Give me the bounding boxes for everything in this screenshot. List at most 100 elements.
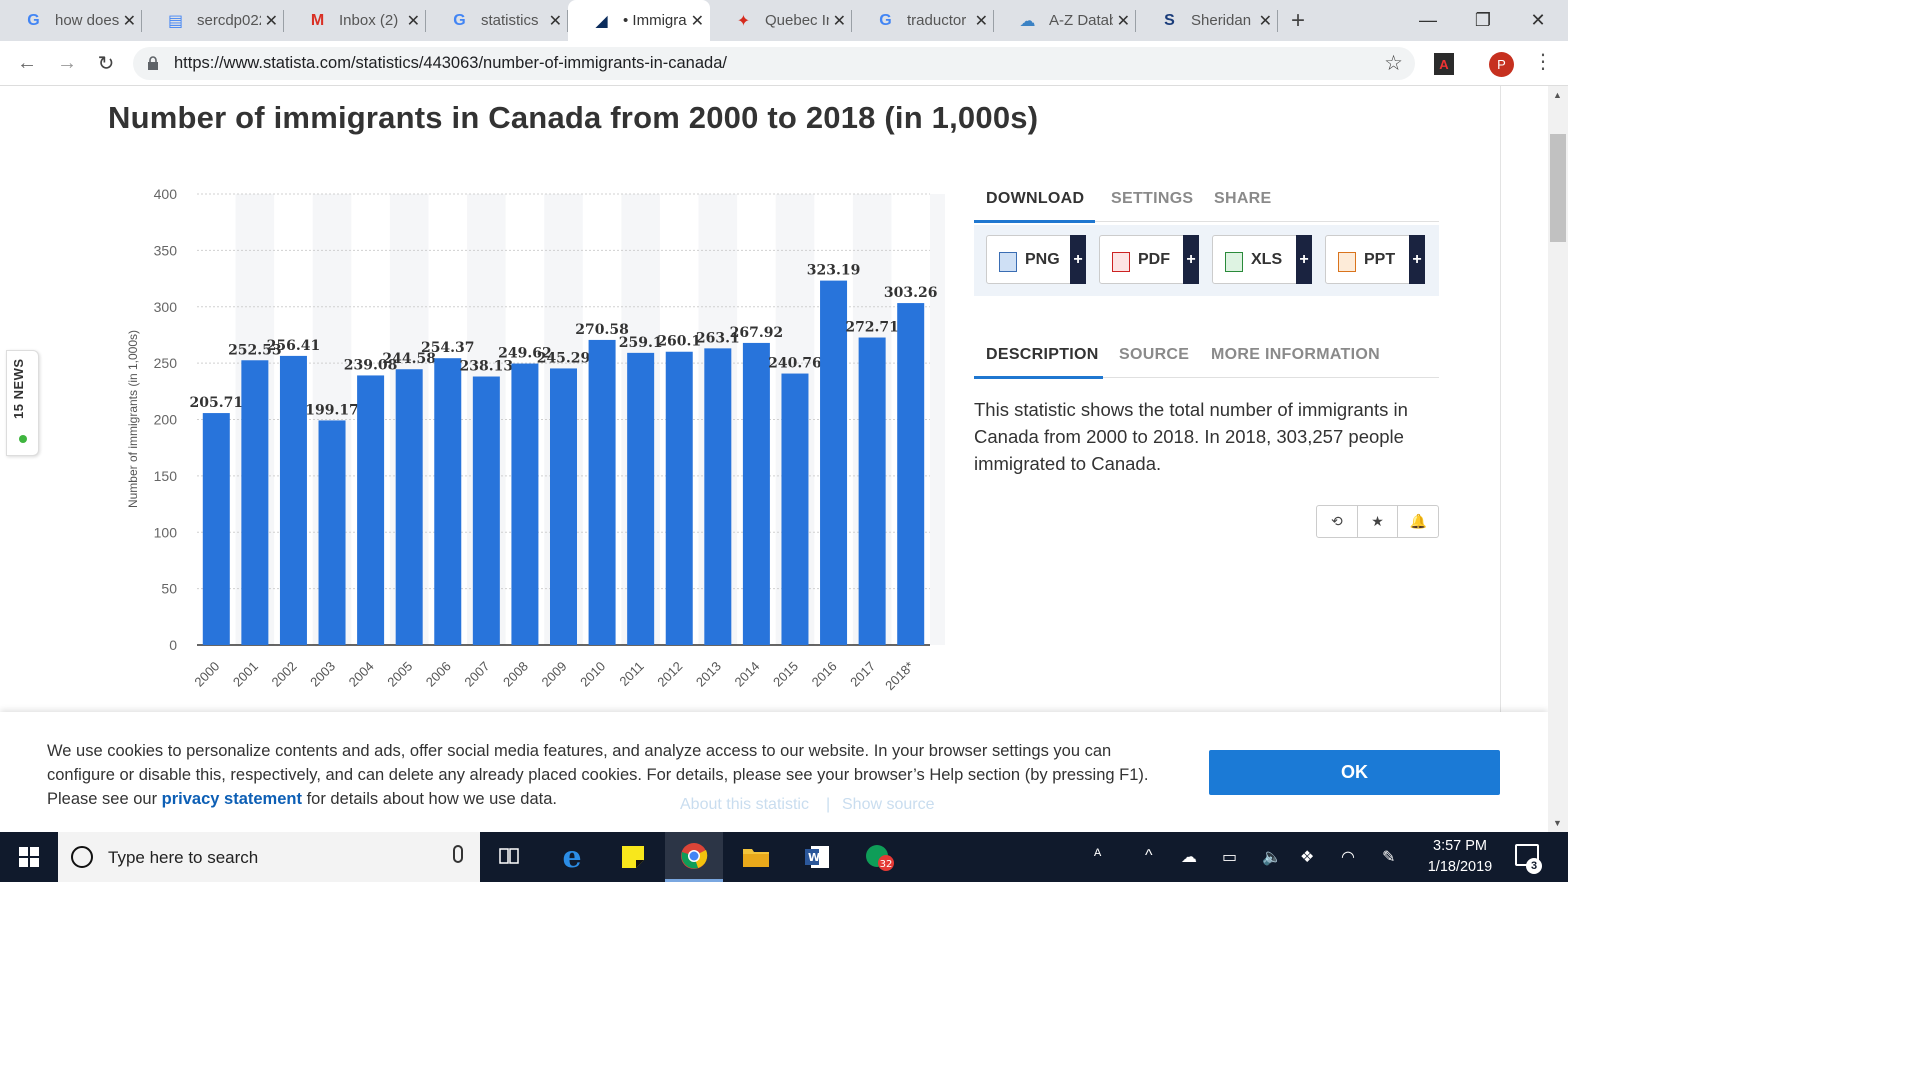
tab-share[interactable]: SHARE (1214, 190, 1272, 207)
browser-tab[interactable]: M Inbox (2) ✕ (284, 0, 426, 41)
cookie-text-end: for details about how we use data. (301, 790, 557, 808)
page-scrollbar[interactable]: ▲ ▼ (1548, 86, 1568, 832)
bar (704, 348, 732, 645)
image-file-icon (999, 252, 1017, 272)
pdf-label: PDF (1138, 251, 1170, 268)
about-statistic-link[interactable]: About this statistic (680, 796, 809, 813)
browser-menu-icon[interactable]: ⋮ (1533, 51, 1553, 73)
png-plus-button[interactable]: + (1070, 235, 1086, 284)
wifi-icon[interactable]: ◠ (1341, 849, 1355, 866)
windows-start-button[interactable] (0, 832, 58, 882)
pen-icon[interactable]: ✎ (1382, 849, 1396, 866)
bar (241, 360, 269, 645)
download-tabs: DOWNLOAD SETTINGS SHARE (974, 186, 1439, 223)
browser-tab[interactable]: S Sheridan ✕ (1136, 0, 1278, 41)
address-bar[interactable]: https://www.statista.com/statistics/4430… (133, 47, 1415, 80)
forward-icon[interactable]: → (57, 51, 77, 74)
system-clock[interactable]: 3:57 PM 1/18/2019 (1420, 836, 1500, 878)
scroll-up-icon[interactable]: ▲ (1553, 90, 1562, 100)
show-source-link[interactable]: Show source (842, 796, 935, 813)
page-content: 15 NEWS Number of immigrants in Canada f… (0, 86, 1548, 832)
tab-close-icon[interactable]: ✕ (122, 13, 136, 30)
browser-tab[interactable]: ◢ • Immigra ✕ (568, 0, 710, 41)
bar-chart: 0 50 100 150 200 250 300 350 400 Number of immigr… (126, 186, 945, 693)
tab-download[interactable]: DOWNLOAD (986, 190, 1085, 207)
chat-app-icon[interactable]: 32 (850, 832, 908, 882)
tab-close-icon[interactable]: ✕ (406, 13, 420, 30)
tab-close-icon[interactable]: ✕ (548, 13, 562, 30)
microphone-icon[interactable] (453, 845, 463, 863)
bar-value-label: 267.92 (730, 325, 784, 341)
x-tick-label: 2002 (269, 659, 300, 690)
news-side-tab[interactable]: 15 NEWS (6, 350, 39, 456)
edge-browser-icon[interactable]: e (562, 839, 582, 875)
cookie-ok-button[interactable]: OK (1209, 750, 1500, 795)
onedrive-icon[interactable]: ☁ (1181, 849, 1197, 866)
volume-muted-icon[interactable]: 🔈 (1262, 849, 1282, 866)
dropbox-icon[interactable]: ❖ (1300, 849, 1315, 866)
show-hidden-icons[interactable]: ^ (1145, 847, 1153, 864)
window-close-button[interactable]: ✕ (1530, 10, 1546, 30)
acrobat-extension-icon[interactable]: A (1434, 53, 1454, 75)
reload-icon[interactable]: ↻ (97, 52, 115, 75)
y-tick-label: 50 (161, 581, 177, 597)
tab-more-information[interactable]: MORE INFORMATION (1211, 346, 1380, 363)
x-tick-label: 2015 (770, 659, 801, 690)
bar-value-label: 260.1 (657, 334, 701, 350)
scrollbar-thumb[interactable] (1550, 134, 1566, 242)
cookie-banner: About this statistic | Show source We us… (0, 712, 1548, 832)
tab-close-icon[interactable]: ✕ (264, 13, 278, 30)
people-icon[interactable]: ᴬ (1094, 847, 1102, 864)
info-tabs: DESCRIPTION SOURCE MORE INFORMATION (974, 342, 1439, 379)
tab-close-icon[interactable]: ✕ (832, 13, 846, 30)
history-icon[interactable]: ⟲ (1317, 506, 1358, 537)
xls-download-button[interactable]: XLS + (1212, 235, 1312, 284)
active-tab-underline (974, 220, 1095, 223)
favorite-star-icon[interactable]: ★ (1358, 506, 1399, 537)
sticky-notes-icon[interactable] (604, 832, 662, 882)
restore-button[interactable]: ❐ (1474, 10, 1492, 30)
browser-tab[interactable]: ▤ sercdp022 ✕ (142, 0, 284, 41)
bar-value-label: 270.58 (575, 322, 629, 338)
y-tick-label: 0 (169, 637, 177, 653)
pdf-plus-button[interactable]: + (1183, 235, 1199, 284)
scroll-down-icon[interactable]: ▼ (1553, 818, 1562, 828)
excel-file-icon (1225, 252, 1243, 272)
tab-close-icon[interactable]: ✕ (690, 13, 704, 30)
chrome-browser-icon[interactable] (665, 832, 723, 882)
tab-close-icon[interactable]: ✕ (1258, 13, 1272, 30)
notification-bell-icon[interactable]: 🔔 (1409, 513, 1427, 529)
back-icon[interactable]: ← (17, 51, 37, 74)
privacy-statement-link[interactable]: privacy statement (161, 790, 302, 808)
minimize-button[interactable]: — (1419, 10, 1437, 30)
notification-count-badge: 3 (1526, 858, 1542, 874)
word-icon[interactable]: W (788, 832, 846, 882)
tab-settings[interactable]: SETTINGS (1111, 190, 1194, 207)
ppt-plus-button[interactable]: + (1409, 235, 1425, 284)
profile-avatar[interactable]: P (1489, 52, 1514, 77)
tab-close-icon[interactable]: ✕ (1116, 13, 1130, 30)
battery-icon[interactable]: ▭ (1222, 849, 1238, 866)
file-explorer-icon[interactable] (727, 832, 785, 882)
taskbar-search[interactable]: Type here to search (58, 832, 480, 882)
bar (858, 337, 886, 645)
tab-source[interactable]: SOURCE (1119, 346, 1190, 363)
bookmark-star-icon[interactable]: ☆ (1384, 52, 1403, 75)
browser-tab[interactable]: ☁ A-Z Datab ✕ (994, 0, 1136, 41)
google-icon: G (879, 11, 892, 29)
browser-tab[interactable]: ✦ Quebec Im✕ (710, 0, 852, 41)
pdf-download-button[interactable]: PDF + (1099, 235, 1199, 284)
png-download-button[interactable]: PNG + (986, 235, 1086, 284)
xls-plus-button[interactable]: + (1296, 235, 1312, 284)
tab-description[interactable]: DESCRIPTION (986, 346, 1099, 363)
tab-close-icon[interactable]: ✕ (974, 13, 988, 30)
ppt-label: PPT (1364, 251, 1396, 268)
new-tab-button[interactable]: + (1290, 6, 1305, 34)
ppt-download-button[interactable]: PPT + (1325, 235, 1425, 284)
task-view-icon[interactable] (480, 832, 538, 882)
bar (434, 358, 462, 645)
url-text[interactable]: https://www.statista.com/statistics/4430… (174, 54, 727, 72)
